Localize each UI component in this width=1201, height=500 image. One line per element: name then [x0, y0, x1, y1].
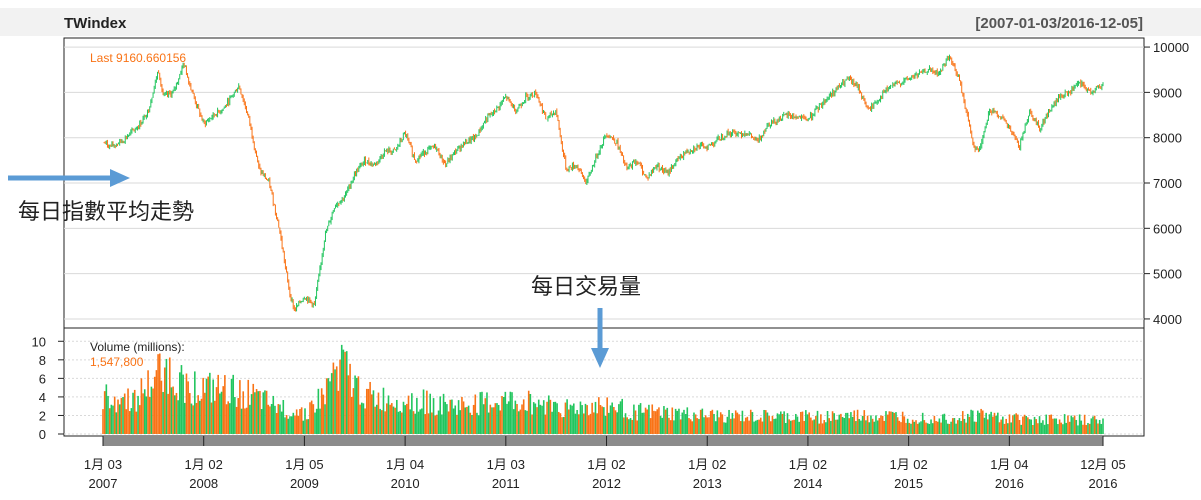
- volume-tick-label: 2: [39, 408, 46, 423]
- arrow-index-head: [110, 169, 130, 187]
- price-tick-label: 10000: [1153, 40, 1189, 55]
- header-band: [0, 8, 1201, 36]
- x-tick-label: 1月 02: [587, 457, 625, 472]
- x-tick-year: 2013: [693, 476, 722, 491]
- x-tick-label: 1月 04: [386, 457, 424, 472]
- x-tick-label: 1月 02: [185, 457, 223, 472]
- x-tick-label: 1月 04: [990, 457, 1028, 472]
- volume-last-value: 1,547,800: [90, 355, 144, 369]
- x-tick-label: 1月 03: [84, 457, 122, 472]
- price-tick-label: 8000: [1153, 131, 1182, 146]
- chart-title: TWindex: [64, 15, 127, 32]
- price-tick-label: 6000: [1153, 221, 1182, 236]
- x-tick-label: 1月 02: [789, 457, 827, 472]
- price-tick-label: 4000: [1153, 312, 1182, 327]
- x-tick-label: 1月 02: [688, 457, 726, 472]
- annotation-index: 每日指數平均走勢: [8, 169, 194, 224]
- volume-tick-label: 8: [39, 353, 46, 368]
- volume-label: Volume (millions):: [90, 340, 185, 354]
- annotation-volume: 每日交易量: [531, 274, 641, 368]
- x-axis-band: [103, 436, 1103, 446]
- x-tick-year: 2014: [793, 476, 822, 491]
- x-tick-year: 2010: [391, 476, 420, 491]
- price-tick-label: 5000: [1153, 267, 1182, 282]
- x-tick-year: 2016: [995, 476, 1024, 491]
- x-tick-label: 1月 03: [487, 457, 525, 472]
- last-price-label: Last 9160.660156: [90, 51, 186, 65]
- volume-tick-label: 6: [39, 371, 46, 386]
- x-tick-year: 2007: [89, 476, 118, 491]
- annotation-index-text: 每日指數平均走勢: [18, 199, 194, 224]
- x-tick-label: 1月 05: [285, 457, 323, 472]
- x-tick-year: 2011: [492, 476, 520, 491]
- price-tick-label: 7000: [1153, 176, 1182, 191]
- x-tick-year: 2008: [189, 476, 218, 491]
- x-tick-year: 2012: [592, 476, 621, 491]
- annotation-volume-text: 每日交易量: [531, 274, 641, 299]
- date-range: [2007-01-03/2016-12-05]: [975, 15, 1143, 32]
- arrow-volume-head: [591, 348, 609, 368]
- x-tick-year: 2009: [290, 476, 319, 491]
- x-tick-label: 12月 05: [1080, 457, 1126, 472]
- volume-tick-label: 10: [32, 334, 46, 349]
- volume-tick-label: 4: [39, 390, 46, 405]
- x-tick-year: 2015: [894, 476, 923, 491]
- x-tick-year: 2016: [1089, 476, 1118, 491]
- price-panel: 4000 5000 6000 7000 8000 9000 10000 Last 9160.…: [63, 37, 1189, 329]
- x-tick-label: 1月 02: [889, 457, 927, 472]
- price-tick-label: 9000: [1153, 85, 1182, 100]
- volume-tick-label: 0: [39, 427, 46, 442]
- volume-panel: 0 2 4 6 8 10 Volume (millions): 1,547,800: [32, 327, 1145, 442]
